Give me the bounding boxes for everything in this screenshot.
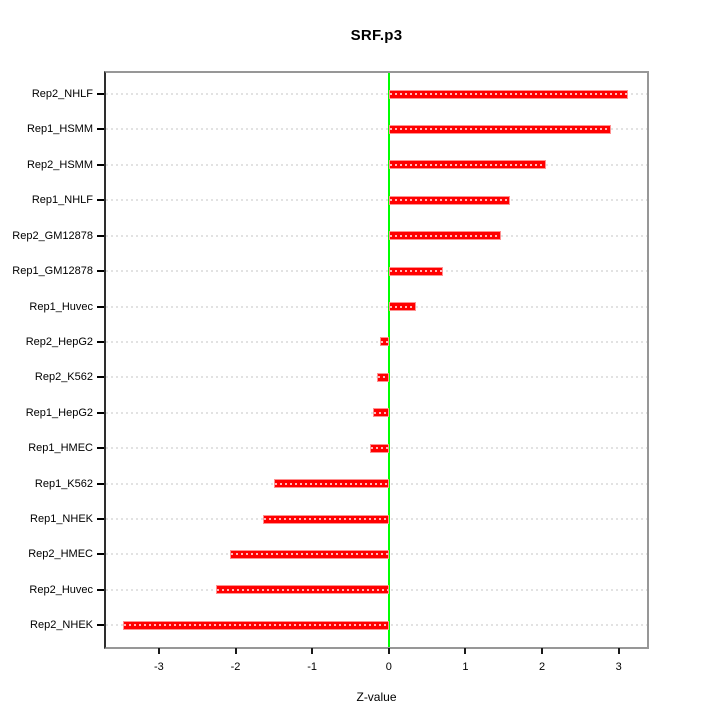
category-label: Rep2_HMEC [28, 548, 93, 561]
category-label: Rep1_NHEK [30, 513, 93, 526]
category-label: Rep1_K562 [34, 477, 93, 490]
zero-reference-line [387, 73, 390, 647]
x-axis-tick [234, 648, 237, 654]
category-label: Rep2_K562 [34, 371, 93, 384]
gridline [106, 163, 647, 166]
bar-gridline-highlight [371, 447, 388, 450]
y-axis-tick [97, 128, 104, 131]
bar-gridline-highlight [389, 270, 443, 273]
y-axis-tick [97, 163, 104, 166]
gridline [106, 340, 647, 343]
gridline [106, 270, 647, 273]
y-axis-tick [97, 305, 104, 308]
y-axis-tick [97, 518, 104, 521]
category-label: Rep1_HMEC [28, 442, 93, 455]
x-tick-label: 3 [615, 661, 622, 673]
bar-gridline-highlight [374, 411, 388, 414]
category-label: Rep2_NHEK [30, 619, 93, 632]
bar-gridline-highlight [274, 482, 388, 485]
category-label: Rep1_GM12878 [12, 265, 93, 278]
x-tick-label: 1 [462, 661, 469, 673]
bar-gridline-highlight [389, 234, 501, 237]
y-axis-tick [97, 376, 104, 379]
bar-gridline-highlight [378, 376, 388, 379]
y-axis-tick [97, 199, 104, 202]
category-label: Rep2_NHLF [31, 88, 93, 100]
gridline [106, 305, 647, 308]
category-label: Rep1_NHLF [31, 194, 93, 207]
x-axis-tick [387, 648, 390, 654]
gridline [106, 234, 647, 237]
category-label: Rep1_HepG2 [25, 406, 93, 419]
gridline [106, 376, 647, 379]
y-axis-tick [97, 588, 104, 591]
y-axis-tick [97, 93, 104, 95]
bar-gridline-highlight [389, 199, 509, 202]
x-axis-tick [617, 648, 620, 654]
y-axis-tick [97, 411, 104, 414]
x-tick-label: 2 [538, 661, 546, 673]
bar-gridline-highlight [123, 624, 388, 627]
category-label: Rep1_Huvec [29, 300, 93, 313]
x-axis-tick [311, 648, 314, 654]
bar-gridline-highlight [389, 128, 610, 131]
y-axis-tick [97, 482, 104, 485]
gridline [106, 128, 647, 131]
chart-title: SRF.p3 [350, 27, 403, 44]
y-axis-tick [97, 624, 104, 627]
bar-gridline-highlight [389, 163, 545, 166]
x-tick-label: -3 [153, 661, 164, 673]
bar-gridline-highlight [217, 588, 388, 591]
category-label: Rep2_GM12878 [12, 229, 93, 242]
category-label: Rep1_HSMM [26, 123, 93, 136]
x-tick-label: 0 [385, 661, 392, 673]
category-label: Rep2_HSMM [26, 158, 93, 171]
bar-gridline-highlight [264, 518, 388, 521]
y-axis-tick [97, 270, 104, 273]
category-label: Rep2_HepG2 [25, 335, 93, 348]
y-axis-tick [97, 447, 104, 450]
x-tick-label: -2 [230, 661, 241, 673]
x-axis-tick [157, 648, 160, 654]
bar-gridline-highlight [389, 305, 416, 308]
y-axis-tick [97, 234, 104, 237]
x-tick-label: -1 [307, 661, 318, 673]
x-axis-tick [464, 648, 467, 654]
y-axis-tick [97, 340, 104, 343]
bar-gridline-highlight [389, 93, 627, 95]
bar-gridline-highlight [231, 553, 388, 556]
gridline [106, 93, 647, 95]
gridline [106, 199, 647, 202]
x-axis-title: Z-value [356, 690, 397, 704]
bar-gridline-highlight [380, 340, 388, 343]
category-label: Rep2_Huvec [29, 583, 93, 596]
x-axis-tick [541, 648, 544, 654]
y-axis-tick [97, 553, 104, 556]
plot-area: Z-value Rep2_NHLF Rep1_HSMM Rep2_HSMM Rep1_… [12, 71, 649, 704]
